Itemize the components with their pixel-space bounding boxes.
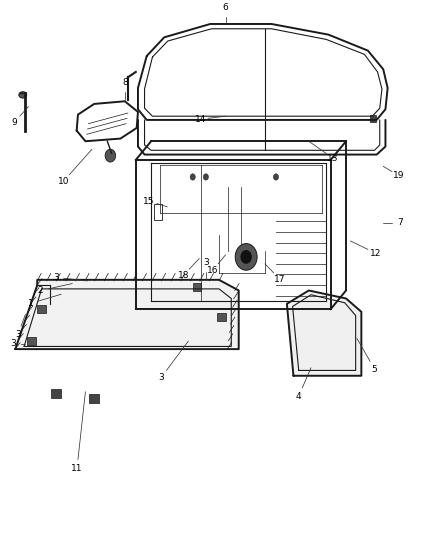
Text: 11: 11 bbox=[71, 464, 83, 473]
Text: 18: 18 bbox=[177, 271, 189, 280]
Circle shape bbox=[203, 174, 208, 180]
Bar bbox=[51, 389, 61, 398]
Text: 3: 3 bbox=[203, 258, 209, 266]
Text: 15: 15 bbox=[143, 197, 155, 206]
Text: 3: 3 bbox=[53, 273, 59, 282]
Text: 5: 5 bbox=[372, 365, 378, 374]
Text: 9: 9 bbox=[11, 118, 17, 127]
Bar bbox=[370, 115, 376, 122]
Text: 4: 4 bbox=[296, 392, 301, 401]
Circle shape bbox=[190, 174, 195, 180]
Circle shape bbox=[240, 250, 252, 264]
Bar bbox=[217, 313, 226, 321]
Circle shape bbox=[105, 149, 116, 162]
Text: 3: 3 bbox=[15, 330, 21, 340]
Bar bbox=[37, 305, 46, 313]
Text: 10: 10 bbox=[58, 177, 69, 186]
Text: 17: 17 bbox=[274, 274, 286, 284]
Text: 1: 1 bbox=[28, 299, 33, 308]
Text: 2: 2 bbox=[38, 286, 43, 295]
Polygon shape bbox=[287, 290, 361, 376]
Text: 14: 14 bbox=[194, 115, 206, 124]
Bar bbox=[27, 337, 36, 345]
Text: 7: 7 bbox=[397, 219, 403, 227]
Ellipse shape bbox=[19, 92, 27, 98]
Bar bbox=[154, 204, 162, 220]
Text: 3: 3 bbox=[158, 373, 164, 382]
Circle shape bbox=[273, 174, 279, 180]
Text: 8: 8 bbox=[122, 78, 128, 86]
Text: 16: 16 bbox=[207, 266, 218, 275]
Text: 19: 19 bbox=[393, 172, 405, 180]
Polygon shape bbox=[15, 280, 239, 349]
Text: 12: 12 bbox=[370, 248, 381, 257]
Circle shape bbox=[235, 244, 257, 270]
Bar bbox=[193, 283, 201, 291]
Text: 3: 3 bbox=[10, 340, 16, 348]
Bar bbox=[89, 394, 99, 403]
Text: 13: 13 bbox=[327, 154, 339, 163]
Text: 6: 6 bbox=[223, 3, 229, 12]
